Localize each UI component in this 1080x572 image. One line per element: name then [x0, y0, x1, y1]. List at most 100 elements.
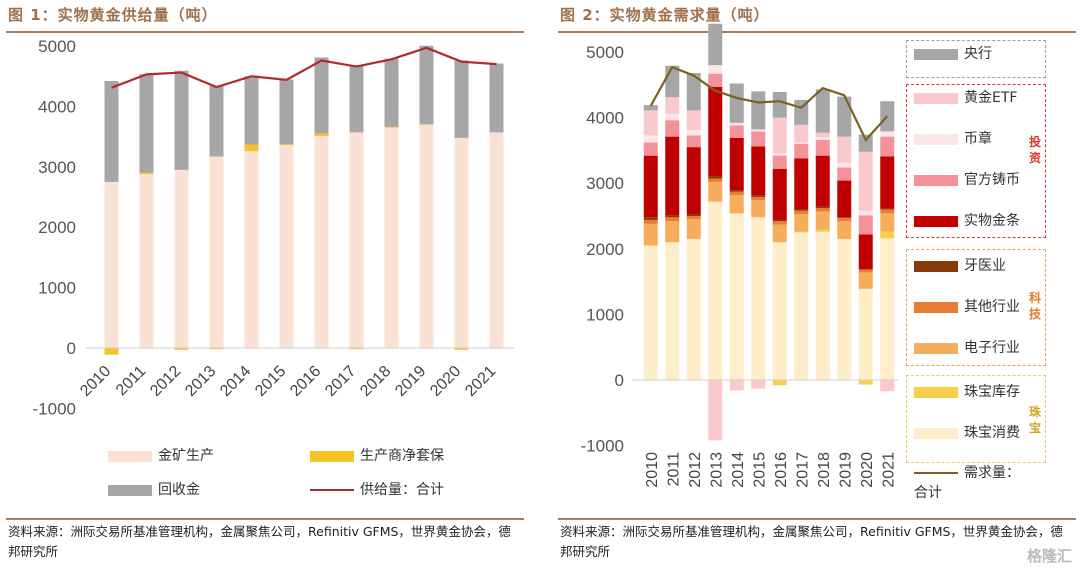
chart-title: 图 2：实物黄金需求量（吨）: [560, 6, 770, 24]
y-tick-label: 3000: [38, 158, 76, 177]
x-tick-label: 2017: [794, 452, 811, 488]
bar-segment: [244, 144, 259, 152]
legend-line: [310, 489, 354, 491]
bar-segment: [665, 215, 680, 218]
x-tick-label: 2018: [816, 452, 833, 488]
bar-segment: [244, 151, 259, 348]
bar-segment: [349, 348, 364, 350]
y-tick-label: 5000: [38, 37, 76, 56]
bar-segment: [837, 96, 852, 137]
legend-label: 央行: [964, 46, 992, 62]
bar-segment: [729, 83, 744, 123]
bar-segment: [880, 213, 895, 232]
bar-segment: [837, 217, 852, 222]
legend-item: 珠宝库存: [914, 381, 1020, 401]
legend-label: 生产商净套保: [360, 448, 444, 464]
bar-segment: [751, 131, 766, 147]
bar-segment: [837, 167, 852, 181]
legend-line: [914, 472, 958, 474]
x-tick-label: 2011: [113, 363, 149, 399]
bar-segment: [665, 120, 680, 137]
supply-chart: -100001000200030004000500020102011201220…: [33, 37, 514, 418]
bar-segment: [794, 214, 809, 232]
bar-segment: [665, 65, 680, 98]
legend-label: 实物金条: [964, 213, 1020, 229]
bar-segment: [880, 231, 895, 239]
bar-segment: [279, 145, 294, 348]
bar-segment: [772, 92, 787, 118]
legend-label: 珠宝库存: [964, 384, 1020, 400]
bar-segment: [454, 137, 469, 348]
legend-swatch: [914, 386, 958, 398]
group-label-technology: 科技: [1029, 291, 1042, 321]
bar-segment: [815, 155, 830, 207]
group-label-jewelry: 珠宝: [1029, 405, 1042, 435]
bar-segment: [419, 124, 434, 349]
bar-segment: [729, 137, 744, 191]
bar-segment: [489, 63, 504, 133]
bar-segment: [314, 133, 329, 136]
y-tick-label: 2000: [586, 240, 624, 259]
x-tick-label: 2013: [708, 452, 725, 488]
bar-segment: [837, 217, 852, 218]
legend-item-recycling: 回收金: [108, 479, 200, 499]
bar-segment: [104, 81, 119, 182]
bar-segment: [384, 127, 399, 348]
bar-segment: [815, 89, 830, 133]
legend-swatch: [914, 92, 958, 104]
x-tick-label: 2018: [357, 363, 394, 400]
legend-item-mine: 金矿生产: [108, 445, 214, 465]
y-tick-label: 0: [615, 371, 624, 390]
bar-segment: [384, 58, 399, 127]
legend-swatch: [108, 484, 152, 496]
x-tick-label: 2011: [665, 452, 682, 487]
bar-segment: [643, 223, 658, 246]
bar-segment: [880, 380, 895, 392]
bar-segment: [209, 348, 224, 350]
bar-segment: [643, 219, 658, 224]
y-tick-label: 3000: [586, 174, 624, 193]
legend-item: 币章: [914, 128, 992, 148]
bar-segment: [139, 172, 154, 175]
legend-group-jewelry: [906, 375, 1046, 463]
bar-segment: [686, 214, 701, 216]
legend-item: 央行: [914, 43, 992, 63]
x-tick-label: 2021: [462, 363, 499, 400]
bar-segment: [751, 146, 766, 196]
bar-segment: [686, 219, 701, 239]
x-tick-label: 2010: [77, 363, 114, 400]
bar-segment: [686, 72, 701, 111]
x-tick-label: 2016: [287, 363, 324, 400]
x-tick-label: 2010: [644, 452, 661, 488]
bar-segment: [349, 132, 364, 348]
legend-label: 黄金ETF: [964, 90, 1018, 106]
bar-segment: [708, 176, 723, 179]
legend-label: 其他行业: [964, 299, 1020, 315]
legend-label: 官方铸币: [964, 172, 1020, 188]
bar-segment: [815, 206, 830, 209]
bar-segment: [794, 210, 809, 215]
legend-label: 回收金: [158, 482, 200, 498]
bar-segment: [139, 174, 154, 348]
group-label-investment: 投资: [1029, 135, 1042, 165]
bar-segment: [880, 209, 895, 214]
legend-label: 金矿生产: [158, 448, 214, 464]
bar-segment: [858, 234, 873, 270]
bar-segment: [314, 57, 329, 134]
bar-segment: [643, 217, 658, 220]
x-tick-label: 2020: [859, 452, 876, 488]
bar-segment: [665, 221, 680, 243]
legend-swatch: [914, 342, 958, 354]
x-tick-label: 2012: [147, 363, 184, 400]
y-tick-label: 1000: [586, 305, 624, 324]
bar-segment: [665, 136, 680, 216]
bar-segment: [794, 124, 809, 143]
bar-segment: [643, 155, 658, 218]
bar-segment: [858, 272, 873, 289]
bar-segment: [794, 158, 809, 210]
bar-segment: [880, 101, 895, 132]
bar-segment: [419, 124, 434, 125]
source-rule: [558, 518, 1076, 520]
bar-segment: [880, 208, 895, 210]
bar-segment: [858, 269, 873, 273]
